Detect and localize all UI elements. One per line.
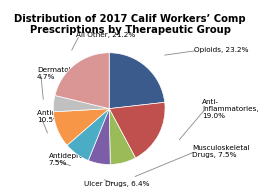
Text: Musculoskeletal
Drugs, 7.5%: Musculoskeletal Drugs, 7.5%: [192, 145, 250, 158]
Wedge shape: [109, 109, 135, 165]
Wedge shape: [53, 95, 109, 112]
Text: Opioids, 23.2%: Opioids, 23.2%: [194, 48, 249, 53]
Wedge shape: [67, 109, 109, 160]
Wedge shape: [109, 53, 165, 109]
Text: Antidepressants,
7.5%: Antidepressants, 7.5%: [49, 152, 109, 166]
Text: Dermatologicals,
4.7%: Dermatologicals, 4.7%: [37, 67, 98, 80]
Wedge shape: [53, 109, 109, 145]
Wedge shape: [88, 109, 110, 165]
Wedge shape: [109, 102, 165, 158]
Text: Anticonvulsants ,
10.5%: Anticonvulsants , 10.5%: [37, 110, 99, 123]
Wedge shape: [55, 53, 109, 109]
Text: Anti-
Inflammatories,
19.0%: Anti- Inflammatories, 19.0%: [202, 99, 258, 119]
Text: All Other, 21.2%: All Other, 21.2%: [76, 32, 135, 38]
Text: Distribution of 2017 Calif Workers’ Comp
Prescriptions by Therapeutic Group: Distribution of 2017 Calif Workers’ Comp…: [14, 14, 246, 35]
Text: Ulcer Drugs, 6.4%: Ulcer Drugs, 6.4%: [84, 181, 149, 187]
